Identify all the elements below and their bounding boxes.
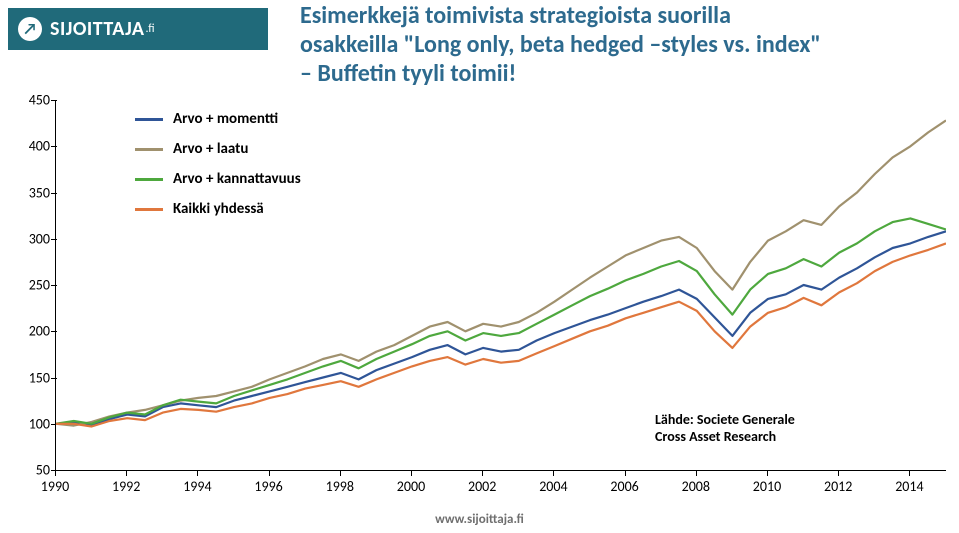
x-tick-mark [197,470,198,476]
series-line [56,231,946,425]
legend-swatch [135,208,163,211]
x-tick-mark [340,470,341,476]
legend-item: Arvo + laatu [135,140,301,158]
y-tick-label: 400 [29,138,50,155]
x-tick-label: 1996 [254,478,282,495]
x-tick-label: 2004 [539,478,567,495]
brand-logo-bar: ↗ SIJOITTAJA .fi [8,8,268,50]
x-axis: 1990199219941996199820002002200420062008… [55,470,945,500]
title-line-2: osakkeilla "Long only, beta hedged –styl… [300,31,939,60]
legend-label: Kaikki yhdessä [173,200,264,218]
legend-item: Kaikki yhdessä [135,200,301,218]
footer-url: www.sijoittaja.fi [0,512,959,527]
chart-legend: Arvo + momentti Arvo + laatu Arvo + kann… [135,110,301,230]
x-tick-label: 2010 [753,478,781,495]
source-line-1: Lähde: Societe Generale [655,412,795,429]
y-tick-label: 100 [29,415,50,432]
x-tick-mark [482,470,483,476]
x-tick-mark [838,470,839,476]
legend-label: Arvo + laatu [173,140,248,158]
title-line-1: Esimerkkejä toimivista strategioista suo… [300,2,939,31]
x-tick-label: 2008 [682,478,710,495]
x-tick-mark [411,470,412,476]
x-tick-mark [269,470,270,476]
y-tick-label: 150 [29,369,50,386]
y-tick-label: 200 [29,323,50,340]
x-tick-label: 2002 [468,478,496,495]
brand-suffix: .fi [145,22,154,36]
x-tick-mark [767,470,768,476]
slide-title: Esimerkkejä toimivista strategioista suo… [300,2,939,88]
legend-label: Arvo + momentti [173,110,278,128]
x-tick-label: 1994 [183,478,211,495]
y-tick-label: 50 [36,462,50,479]
x-tick-label: 1990 [41,478,69,495]
legend-swatch [135,178,163,181]
x-tick-label: 2000 [397,478,425,495]
brand-name: SIJOITTAJA [50,17,144,41]
x-tick-label: 1992 [112,478,140,495]
y-tick-label: 350 [29,184,50,201]
legend-item: Arvo + kannattavuus [135,170,301,188]
x-tick-mark [553,470,554,476]
x-tick-mark [696,470,697,476]
chart-source: Lähde: Societe Generale Cross Asset Rese… [655,412,795,446]
x-tick-label: 2012 [824,478,852,495]
x-tick-mark [909,470,910,476]
x-tick-mark [625,470,626,476]
y-tick-label: 250 [29,277,50,294]
legend-label: Arvo + kannattavuus [173,170,301,188]
x-tick-label: 2014 [895,478,923,495]
y-tick-label: 450 [29,92,50,109]
x-tick-mark [55,470,56,476]
x-tick-mark [126,470,127,476]
source-line-2: Cross Asset Research [655,429,795,446]
legend-swatch [135,148,163,151]
x-tick-label: 2006 [610,478,638,495]
title-line-3: – Buffetin tyyli toimii! [300,60,939,89]
y-tick-label: 300 [29,230,50,247]
legend-swatch [135,118,163,121]
series-line [56,218,946,423]
arrow-icon: ↗ [18,17,42,41]
x-tick-label: 1998 [326,478,354,495]
y-axis: 50100150200250300350400450 [10,100,55,470]
legend-item: Arvo + momentti [135,110,301,128]
